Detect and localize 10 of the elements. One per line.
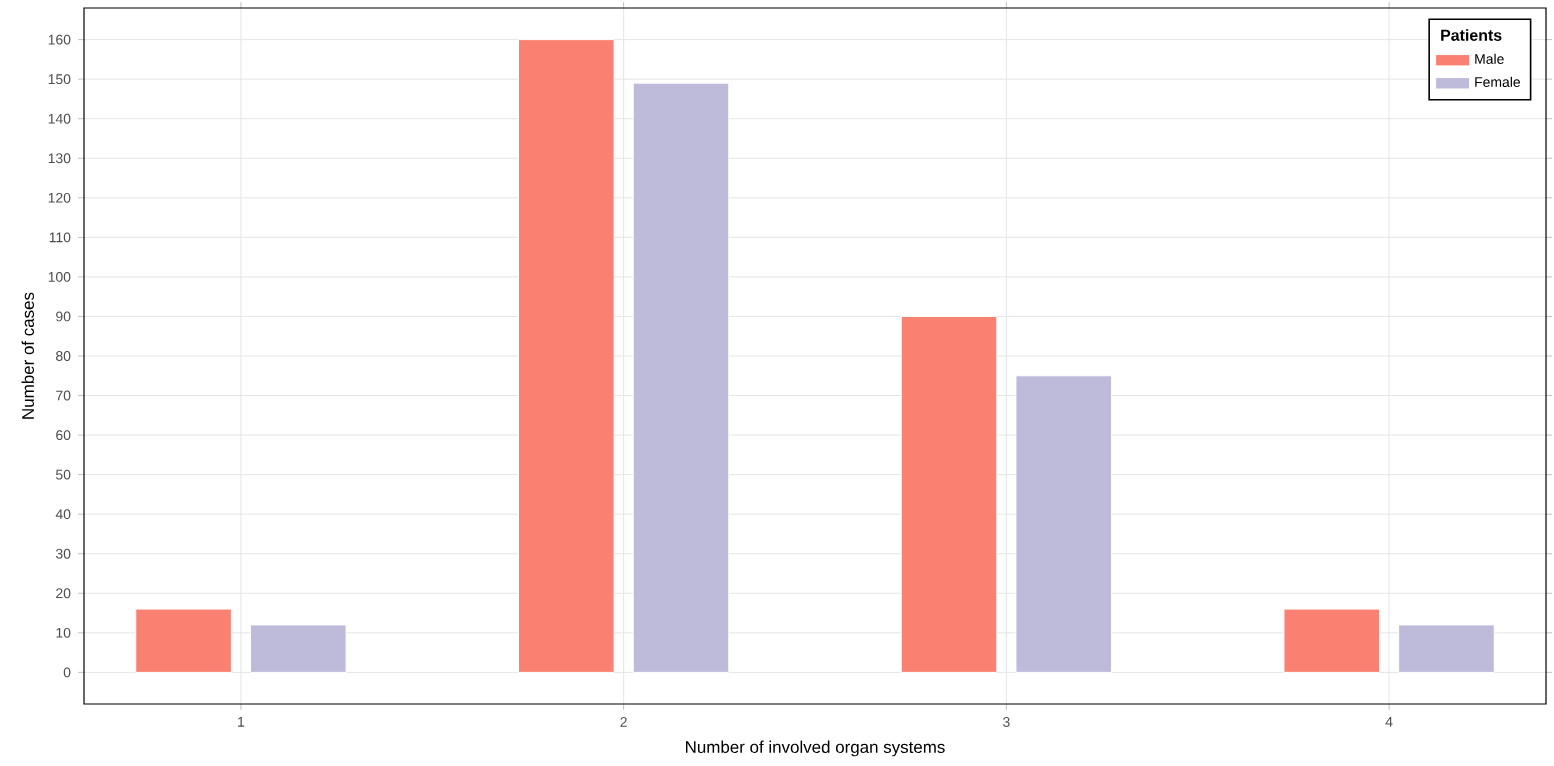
bar [1283,608,1381,673]
x-axis-title: Number of involved organ systems [686,740,945,757]
bar [135,608,232,673]
bar [900,315,998,673]
bar [1015,375,1113,673]
bar [249,624,347,673]
bar [517,39,615,673]
bar [1398,624,1495,673]
bar [632,82,730,673]
y-axis-title: Number of cases [21,292,34,419]
